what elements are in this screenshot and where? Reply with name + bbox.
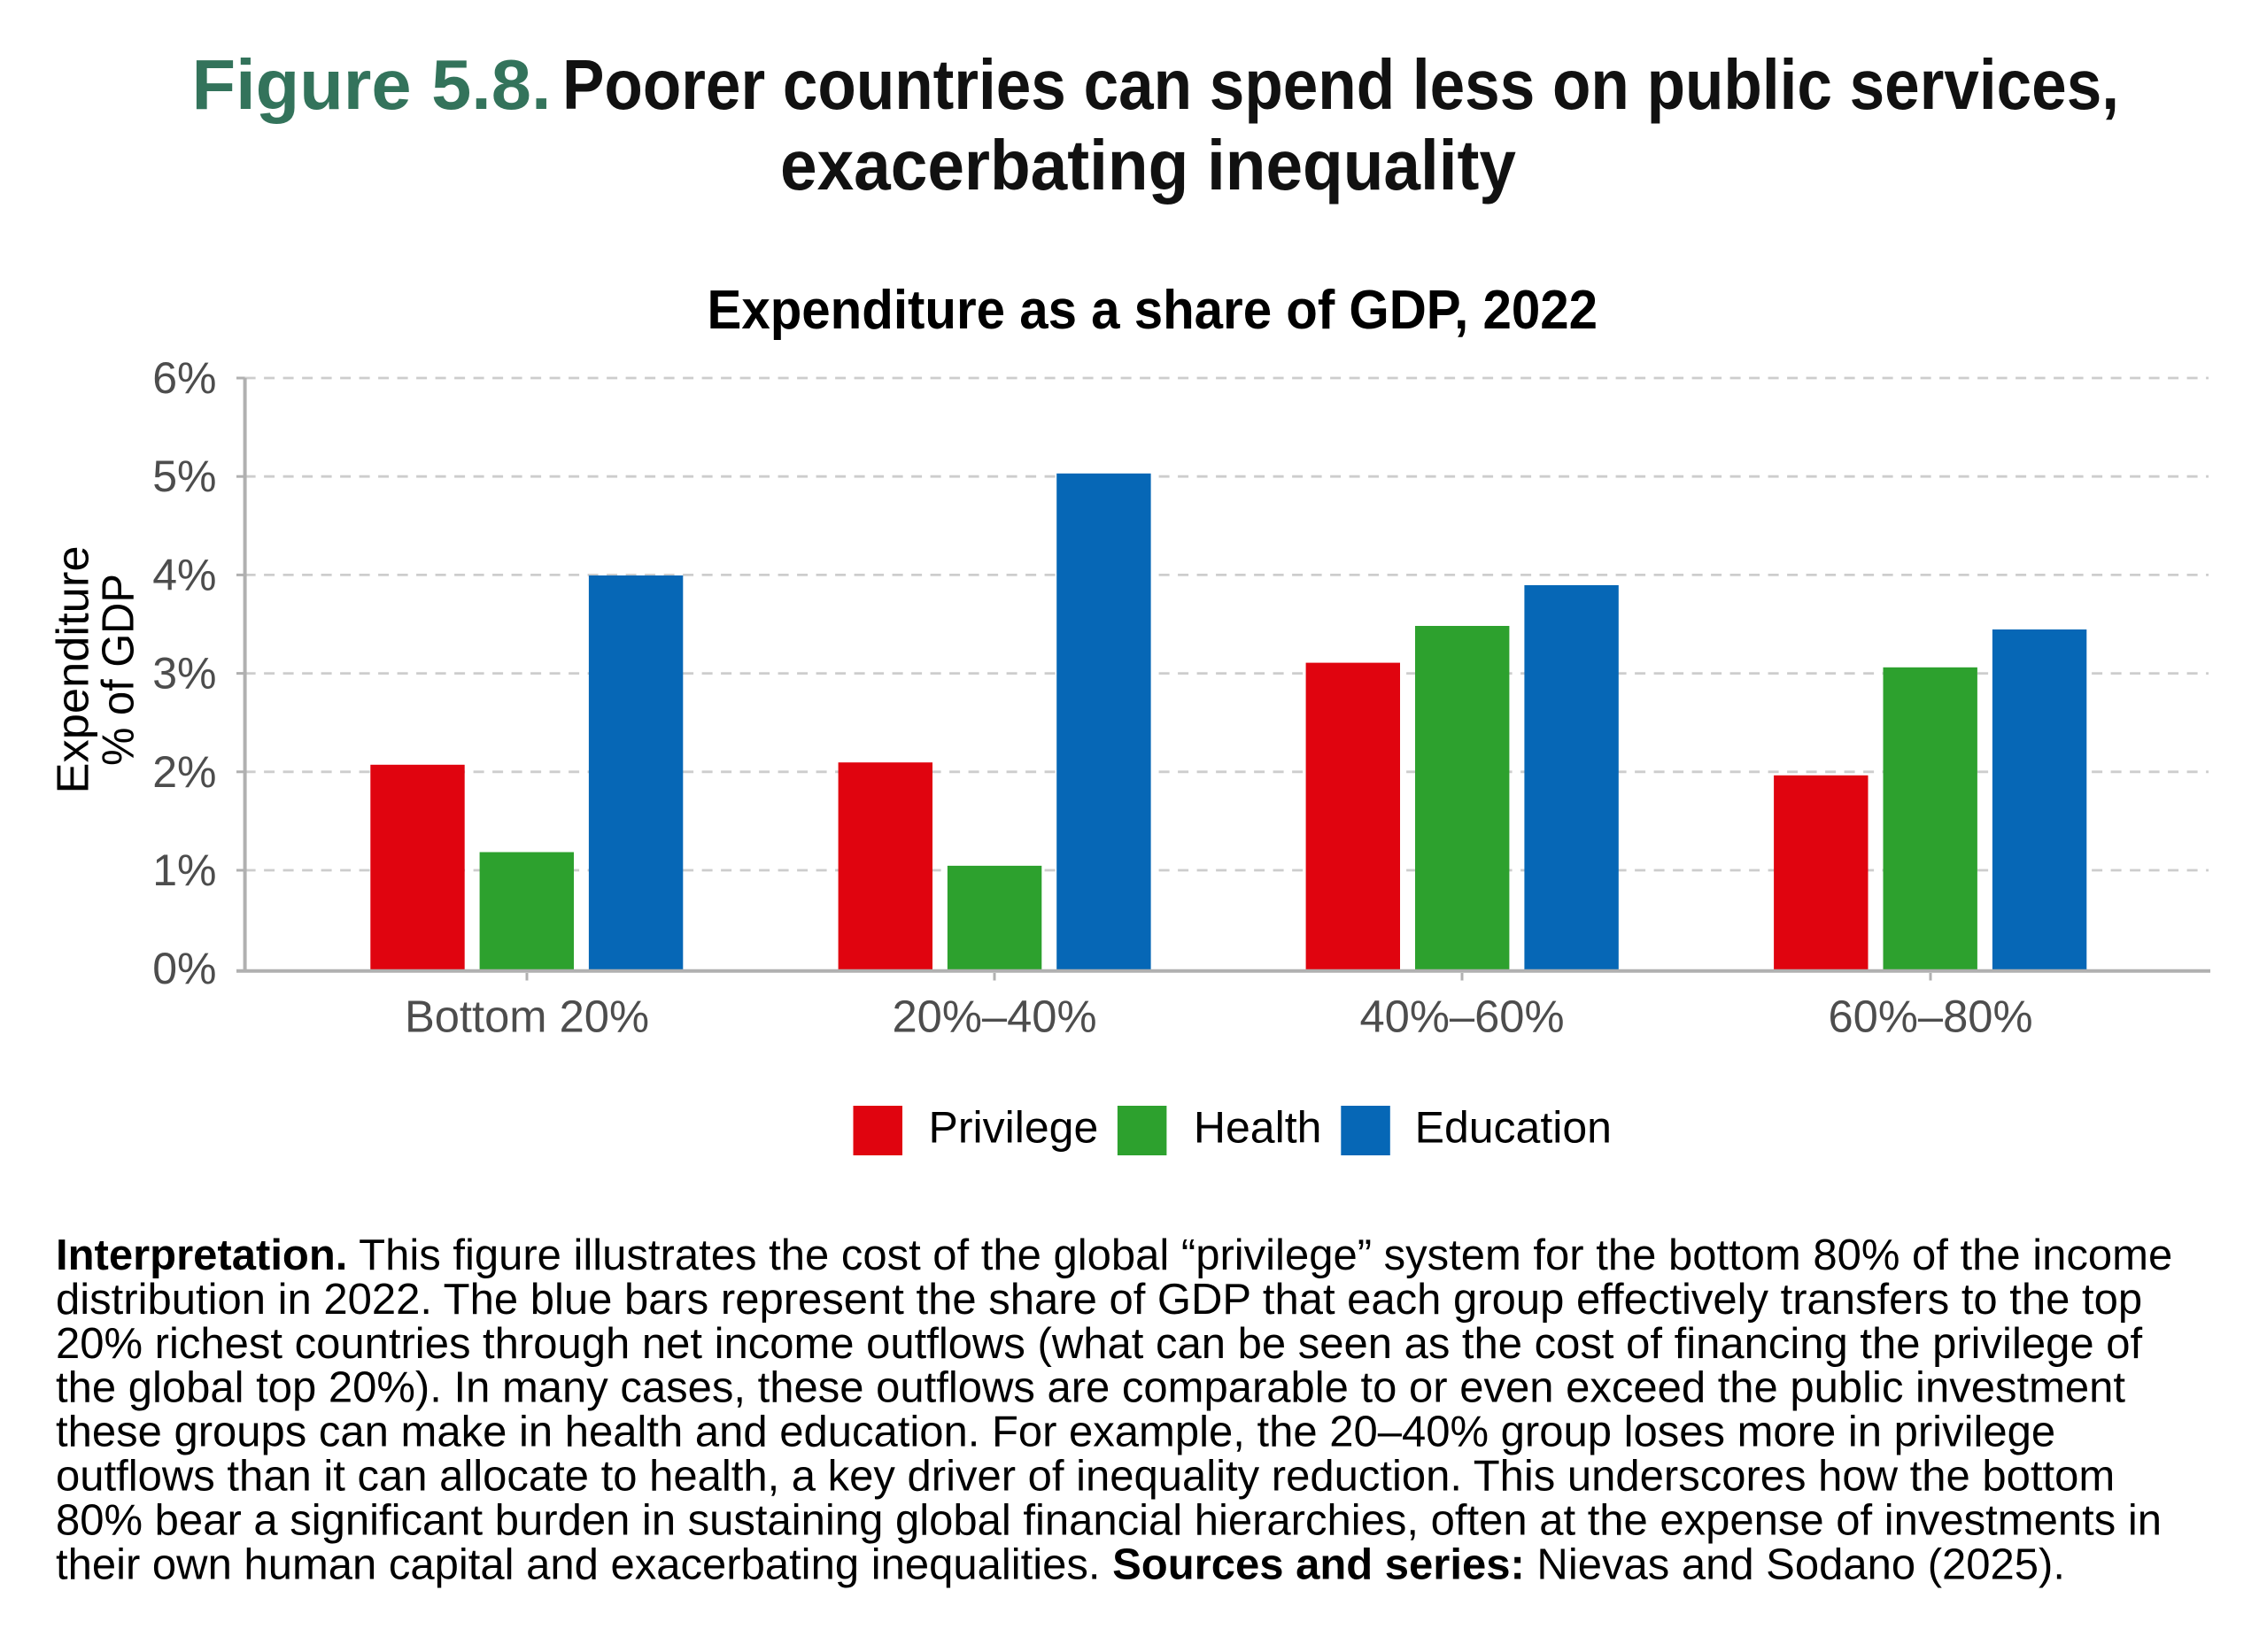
svg-text:Interpretation. This figure il: Interpretation. This figure illustrates … (56, 1231, 2172, 1279)
svg-text:Expenditure: Expenditure (48, 546, 98, 794)
svg-text:these groups can make in healt: these groups can make in health and educ… (56, 1409, 2055, 1456)
svg-text:20%–40%: 20%–40% (892, 992, 1096, 1042)
svg-text:distribution in 2022. The blue: distribution in 2022. The blue bars repr… (56, 1276, 2142, 1324)
svg-text:40%–60%: 40%–60% (1359, 992, 1564, 1042)
svg-text:Expenditure as a share of GDP,: Expenditure as a share of GDP, 2022 (708, 280, 1598, 341)
svg-text:20% richest countries through: 20% richest countries through net income… (56, 1320, 2142, 1368)
svg-text:5%: 5% (152, 452, 216, 501)
svg-text:Health: Health (1194, 1103, 1322, 1153)
svg-text:3%: 3% (152, 649, 216, 699)
svg-text:outflows than it can allocate: outflows than it can allocate to health,… (56, 1453, 2115, 1501)
svg-text:Education: Education (1415, 1103, 1612, 1153)
svg-text:Privilege: Privilege (929, 1103, 1099, 1153)
svg-text:1%: 1% (152, 845, 216, 895)
svg-text:6%: 6% (152, 353, 216, 403)
svg-text:% of GDP: % of GDP (93, 574, 143, 766)
svg-text:80% bear a significant burden: 80% bear a significant burden in sustain… (56, 1496, 2162, 1544)
svg-text:Bottom 20%: Bottom 20% (405, 992, 649, 1042)
svg-text:2%: 2% (152, 747, 216, 797)
svg-text:Poorer countries can spend les: Poorer countries can spend less on publi… (562, 45, 2119, 124)
svg-text:4%: 4% (152, 550, 216, 599)
svg-text:their own human capital and ex: their own human capital and exacerbating… (56, 1540, 2065, 1588)
svg-text:the global top 20%). In many c: the global top 20%). In many cases, thes… (56, 1364, 2125, 1412)
svg-text:0%: 0% (152, 944, 216, 993)
svg-text:60%–80%: 60%–80% (1828, 992, 2032, 1042)
svg-text:Figure 5.8.: Figure 5.8. (192, 45, 552, 124)
svg-text:exacerbating inequality: exacerbating inequality (780, 126, 1516, 205)
